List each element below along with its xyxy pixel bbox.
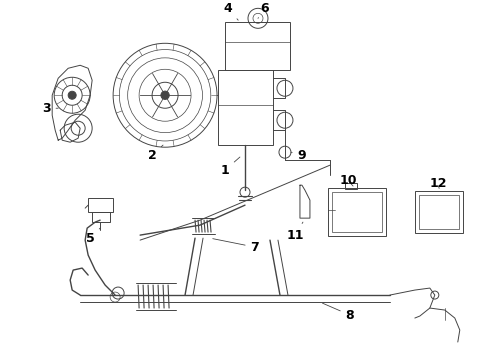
Bar bbox=[328, 188, 386, 236]
Bar bbox=[332, 192, 382, 232]
Text: 1: 1 bbox=[220, 157, 240, 177]
Bar bbox=[92, 212, 110, 222]
Text: 3: 3 bbox=[42, 102, 58, 115]
Bar bbox=[415, 191, 463, 233]
Text: 8: 8 bbox=[322, 303, 354, 321]
Bar bbox=[88, 198, 113, 212]
Bar bbox=[419, 195, 459, 229]
Text: 7: 7 bbox=[213, 239, 259, 253]
Bar bbox=[218, 70, 273, 145]
Text: 9: 9 bbox=[291, 149, 306, 162]
Text: 6: 6 bbox=[258, 2, 270, 18]
Text: 10: 10 bbox=[339, 174, 357, 187]
Text: 4: 4 bbox=[223, 2, 238, 20]
Bar bbox=[345, 183, 357, 189]
Bar bbox=[225, 22, 290, 70]
Text: 2: 2 bbox=[147, 145, 163, 162]
Circle shape bbox=[68, 91, 76, 99]
Circle shape bbox=[161, 91, 169, 99]
Text: 5: 5 bbox=[86, 228, 100, 244]
Text: 12: 12 bbox=[429, 177, 446, 190]
Text: 11: 11 bbox=[286, 222, 304, 242]
